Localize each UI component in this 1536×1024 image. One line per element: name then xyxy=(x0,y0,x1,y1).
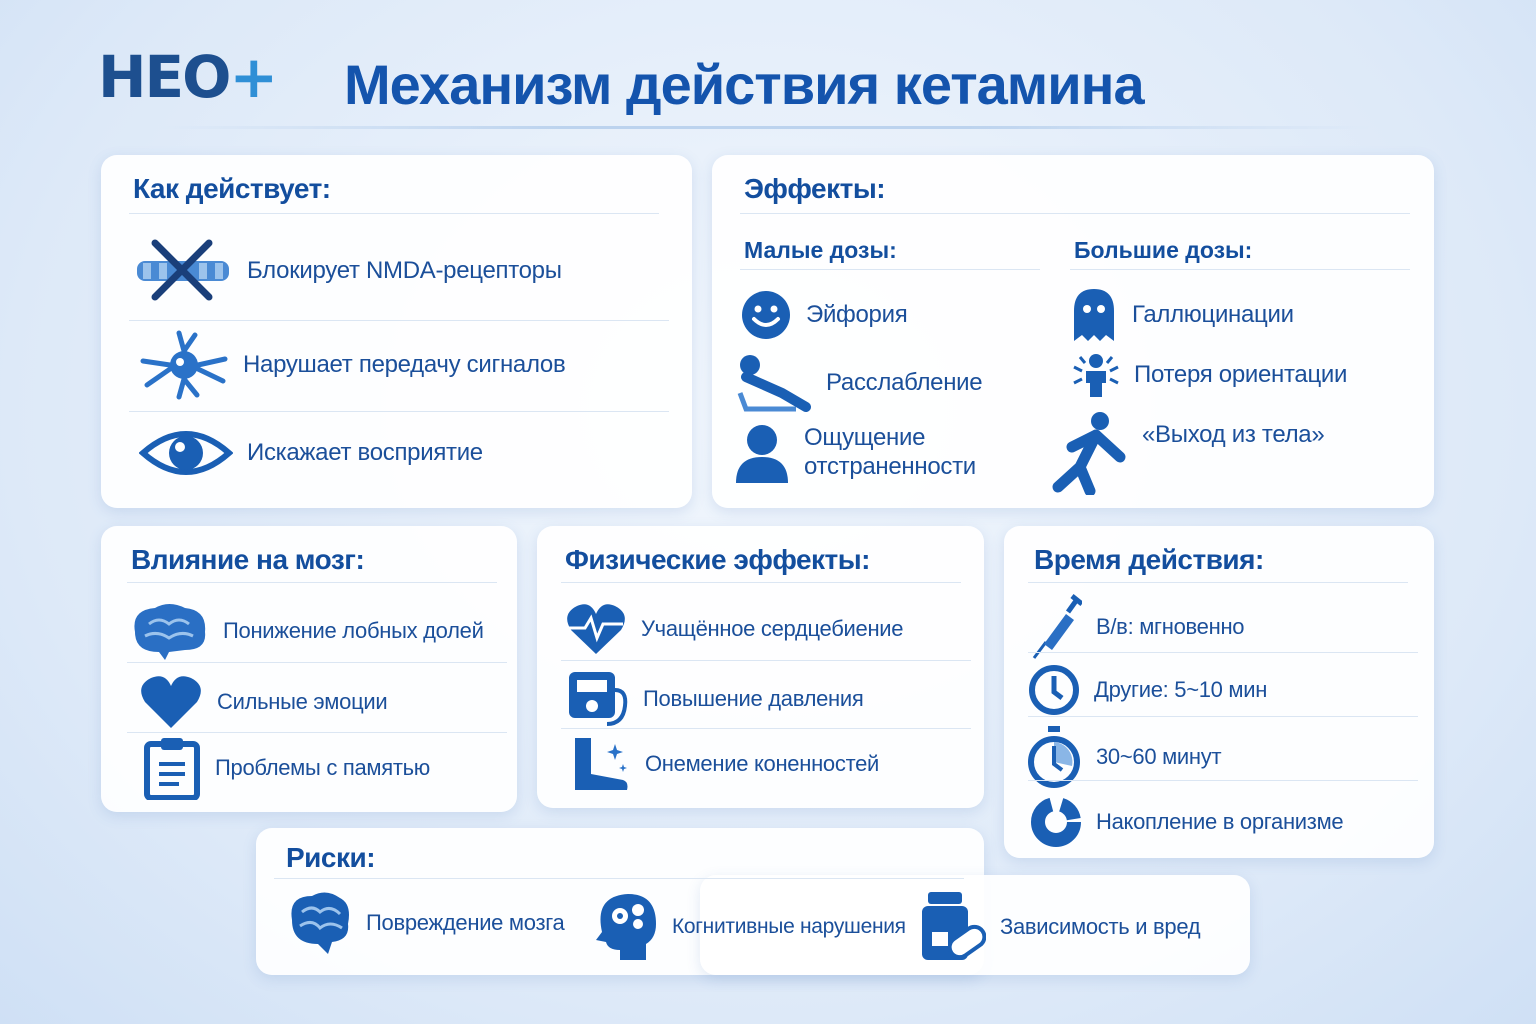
time-heading: Время действия: xyxy=(1034,544,1264,575)
list-item: Искажает восприятие xyxy=(139,423,483,483)
accumulation-icon xyxy=(1030,796,1082,848)
effects-card: Эффекты: Малые дозы: Большие дозы: Эйфор… xyxy=(712,155,1434,508)
brain-heading: Влияние на мозг: xyxy=(131,544,365,575)
heartbeat-icon xyxy=(565,602,627,656)
smile-icon xyxy=(740,289,792,341)
list-item: Другие: 5~10 мин xyxy=(1028,664,1267,716)
list-item: Зависимость и вред xyxy=(920,892,1201,962)
list-item: Онемение коненностей xyxy=(569,736,879,792)
time-card: Время действия: В/в: мгновенно Другие: 5… xyxy=(1004,526,1434,858)
stopwatch-icon xyxy=(1026,726,1082,788)
clipboard-icon xyxy=(143,736,201,800)
low-dose-heading: Малые дозы: xyxy=(744,237,897,263)
list-item: Сильные эмоции xyxy=(139,674,388,730)
title-divider xyxy=(160,126,1370,129)
list-item: 30~60 минут xyxy=(1026,726,1222,788)
ghost-icon xyxy=(1070,287,1118,343)
blocked-receptor-icon xyxy=(133,239,233,303)
numb-foot-icon xyxy=(569,736,631,792)
list-item: Проблемы с памятью xyxy=(143,736,430,800)
page-title: Механизм действия кетамина xyxy=(344,53,1145,116)
high-dose-heading: Большие дозы: xyxy=(1074,237,1253,263)
list-item: Блокирует NMDA-рецепторы xyxy=(133,239,562,303)
list-item: Галлюцинации xyxy=(1070,287,1294,343)
syringe-icon xyxy=(1030,594,1082,660)
list-item: Накопление в организме xyxy=(1030,796,1344,848)
effects-heading: Эффекты: xyxy=(744,173,886,204)
eye-icon xyxy=(139,423,233,483)
pills-icon xyxy=(920,892,986,962)
logo: НЕО+ xyxy=(98,43,278,111)
list-item: Когнитивные нарушения xyxy=(594,892,906,962)
blood-pressure-icon xyxy=(567,670,629,728)
list-item: Потеря ориентации xyxy=(1072,353,1347,397)
risks-heading: Риски: xyxy=(286,842,376,873)
how-card: Как действует: Блокирует NMDA-рецепторы … xyxy=(101,155,692,508)
list-item: Повышение давления xyxy=(567,670,864,728)
brain-icon xyxy=(129,602,209,660)
floating-person-icon xyxy=(1050,411,1128,495)
list-item: «Выход из тела» xyxy=(1050,411,1325,495)
physical-heading: Физические эффекты: xyxy=(565,544,870,575)
brain-card: Влияние на мозг: Понижение лобных долей … xyxy=(101,526,517,812)
list-item: Понижение лобных долей xyxy=(129,602,484,660)
list-item: В/в: мгновенно xyxy=(1030,594,1245,660)
dizzy-person-icon xyxy=(1072,353,1120,397)
heart-icon xyxy=(139,674,203,730)
person-icon xyxy=(734,423,790,483)
list-item: Эйфория xyxy=(740,289,908,341)
brain-damage-icon xyxy=(286,890,352,956)
reclining-person-icon xyxy=(736,353,812,413)
list-item: Нарушает передачу сигналов xyxy=(139,329,566,401)
list-item: Расслабление xyxy=(736,353,983,413)
neuron-icon xyxy=(139,329,229,401)
list-item: Ощущение отстраненности xyxy=(734,423,976,483)
how-heading: Как действует: xyxy=(133,173,331,204)
list-item: Повреждение мозга xyxy=(286,890,565,956)
physical-card: Физические эффекты: Учащённое сердцебиен… xyxy=(537,526,984,808)
list-item: Учащённое сердцебиение xyxy=(565,602,904,656)
clock-icon xyxy=(1028,664,1080,716)
head-gears-icon xyxy=(594,892,658,962)
